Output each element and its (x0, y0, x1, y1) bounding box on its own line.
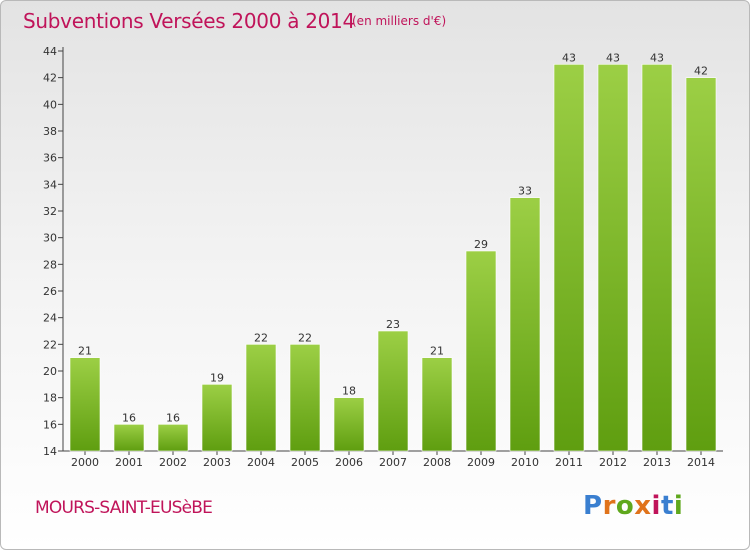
bar (509, 197, 541, 452)
chart-subtitle: (en milliers d'€) (352, 14, 447, 28)
y-tick-label: 24 (43, 312, 57, 325)
data-label: 43 (562, 51, 576, 64)
logo-letter: r (602, 491, 616, 521)
data-label: 43 (606, 51, 620, 64)
bar (377, 330, 409, 452)
y-tick-label: 42 (43, 72, 57, 85)
bar (333, 397, 365, 452)
x-tick-label: 2001 (115, 456, 143, 469)
bar (641, 64, 673, 452)
y-tick-label: 44 (43, 45, 57, 58)
commune-name: MOURS-SAINT-EUSèBE (35, 498, 213, 518)
x-tick-label: 2006 (335, 456, 363, 469)
x-tick-label: 2004 (247, 456, 275, 469)
bar (69, 357, 101, 452)
x-tick-label: 2000 (71, 456, 99, 469)
data-label: 23 (386, 318, 400, 331)
y-tick-label: 14 (43, 445, 57, 458)
data-label: 16 (122, 411, 136, 424)
data-label: 21 (430, 345, 444, 358)
x-tick-label: 2007 (379, 456, 407, 469)
bar (685, 77, 717, 452)
bar (597, 64, 629, 452)
x-tick-label: 2009 (467, 456, 495, 469)
x-tick-label: 2002 (159, 456, 187, 469)
bar (289, 344, 321, 452)
x-tick-label: 2008 (423, 456, 451, 469)
y-tick-label: 30 (43, 232, 57, 245)
bar (113, 424, 145, 452)
bar (245, 344, 277, 452)
logo-letter: t (660, 491, 674, 521)
bar (553, 64, 585, 452)
proxiti-logo[interactable]: Proxiti (583, 491, 683, 521)
y-tick-label: 38 (43, 125, 57, 138)
data-label: 18 (342, 385, 356, 398)
y-tick-label: 34 (43, 178, 57, 191)
y-tick-label: 32 (43, 205, 57, 218)
x-tick-label: 2011 (555, 456, 583, 469)
x-tick-label: 2003 (203, 456, 231, 469)
logo-letter: i (673, 491, 684, 521)
data-label: 29 (474, 238, 488, 251)
x-tick-label: 2013 (643, 456, 671, 469)
data-label: 21 (78, 345, 92, 358)
y-tick-label: 18 (43, 392, 57, 405)
bar (465, 250, 497, 452)
y-tick-label: 36 (43, 152, 57, 165)
logo-letter: P (583, 491, 603, 521)
x-tick-label: 2012 (599, 456, 627, 469)
y-tick-label: 20 (43, 365, 57, 378)
y-tick-label: 28 (43, 258, 57, 271)
chart-title: Subventions Versées 2000 à 2014 (23, 9, 355, 33)
logo-letter: x (634, 491, 652, 521)
x-tick-label: 2014 (687, 456, 715, 469)
logo-letter: i (651, 491, 661, 521)
logo-letter: o (615, 491, 635, 521)
data-label: 42 (694, 65, 708, 78)
bar (157, 424, 189, 452)
y-tick-label: 40 (43, 98, 57, 111)
data-label: 33 (518, 185, 532, 198)
data-label: 19 (210, 371, 224, 384)
bar (421, 357, 453, 452)
y-tick-label: 16 (43, 418, 57, 431)
bar (201, 384, 233, 452)
x-tick-label: 2005 (291, 456, 319, 469)
data-label: 22 (298, 331, 312, 344)
data-label: 22 (254, 331, 268, 344)
x-tick-label: 2010 (511, 456, 539, 469)
y-tick-label: 22 (43, 338, 57, 351)
y-tick-label: 26 (43, 285, 57, 298)
data-label: 43 (650, 51, 664, 64)
data-label: 16 (166, 411, 180, 424)
